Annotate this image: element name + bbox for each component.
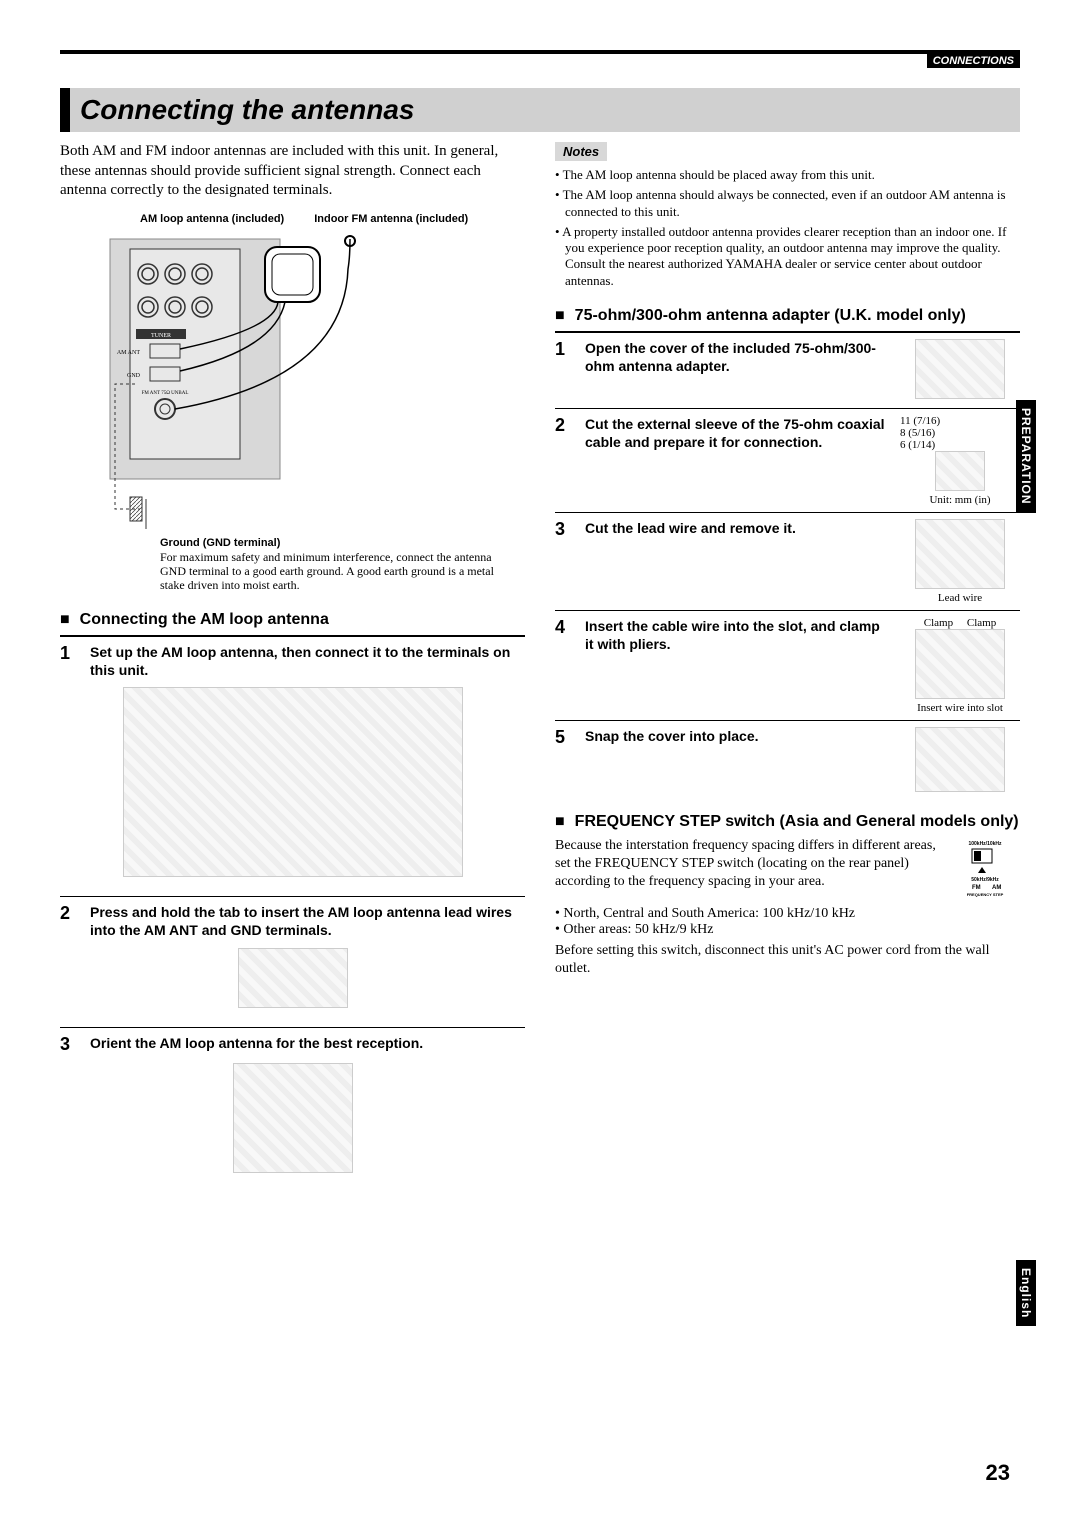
note-item: The AM loop antenna should be placed awa… (565, 167, 1020, 183)
divider (555, 408, 1020, 409)
freq-switch-diagram: 100kHz/10kHz 50kHz/9kHz FM AM FREQUENCY … (950, 837, 1020, 902)
step-text: Snap the cover into place. (585, 727, 890, 748)
antenna-connection-diagram: TUNER AM ANT GND FM ANT 75Ω UNBAL (100, 229, 420, 529)
section-header: CONNECTIONS (927, 54, 1020, 68)
am-step2-diagram (60, 948, 525, 1013)
adapter-step-2: 2 Cut the external sleeve of the 75-ohm … (555, 415, 1020, 506)
divider (555, 512, 1020, 513)
notes-list: The AM loop antenna should be placed awa… (555, 167, 1020, 289)
svg-text:AM: AM (992, 885, 1001, 891)
clamp-label: Clamp (967, 617, 996, 629)
step-text: Cut the external sleeve of the 75-ohm co… (585, 415, 890, 451)
adapter-step-5: 5 Snap the cover into place. (555, 727, 1020, 795)
lead-wire-label: Lead wire (900, 592, 1020, 604)
step-text: Press and hold the tab to insert the AM … (90, 903, 525, 939)
side-tab-preparation: PREPARATION (1016, 400, 1036, 513)
freq-body-text: Because the interstation frequency spaci… (555, 838, 936, 889)
step-text: Cut the lead wire and remove it. (585, 519, 890, 540)
meas-b: 8 (5/16) (900, 427, 935, 439)
divider (555, 720, 1020, 721)
note-item: A property installed outdoor antenna pro… (565, 224, 1020, 289)
square-bullet-icon: ■ (555, 307, 565, 325)
svg-text:50kHz/9kHz: 50kHz/9kHz (971, 877, 999, 883)
page-title: Connecting the antennas (80, 94, 1016, 126)
step-text: Orient the AM loop antenna for the best … (90, 1034, 525, 1055)
cable-strip-diagram (935, 451, 985, 491)
intro-text: Both AM and FM indoor antennas are inclu… (60, 142, 525, 201)
freq-item: Other areas: 50 kHz/9 kHz (567, 922, 1020, 938)
divider (60, 635, 525, 637)
adapter-step1-diagram (915, 339, 1005, 399)
unit-label: Unit: mm (in) (900, 494, 1020, 506)
divider (555, 610, 1020, 611)
svg-text:TUNER: TUNER (151, 333, 171, 339)
freq-item: North, Central and South America: 100 kH… (567, 906, 1020, 922)
step-number: 4 (555, 617, 571, 653)
divider (555, 331, 1020, 333)
left-column: Both AM and FM indoor antennas are inclu… (60, 142, 525, 1192)
page-number: 23 (986, 1460, 1010, 1486)
step-text: Set up the AM loop antenna, then connect… (90, 643, 525, 679)
am-step1-diagram (60, 687, 525, 882)
svg-text:FM: FM (972, 885, 981, 891)
step-text: Insert the cable wire into the slot, and… (585, 617, 890, 653)
divider (60, 896, 525, 897)
square-bullet-icon: ■ (555, 813, 565, 831)
adapter-step-4: 4 Insert the cable wire into the slot, a… (555, 617, 1020, 714)
step-number: 1 (60, 643, 76, 679)
svg-text:AM ANT: AM ANT (117, 350, 141, 356)
top-rule (60, 50, 1020, 54)
step-number: 1 (555, 339, 571, 375)
side-tab-english: English (1016, 1260, 1036, 1326)
am-antenna-label: AM loop antenna (included) (140, 213, 284, 225)
ground-note-title: Ground (GND terminal) (160, 537, 280, 549)
svg-text:GND: GND (127, 373, 141, 379)
freq-list: North, Central and South America: 100 kH… (555, 906, 1020, 938)
adapter-step4-diagram (915, 629, 1005, 699)
adapter-step3-diagram (915, 519, 1005, 589)
step-number: 2 (555, 415, 571, 451)
ground-note: Ground (GND terminal) For maximum safety… (160, 535, 525, 593)
am-step-3: 3 Orient the AM loop antenna for the bes… (60, 1034, 525, 1055)
adapter-heading: ■ 75-ohm/300-ohm antenna adapter (U.K. m… (555, 307, 1020, 325)
step-number: 3 (555, 519, 571, 540)
step-text: Open the cover of the included 75-ohm/30… (585, 339, 890, 375)
svg-text:FM ANT 75Ω UNBAL: FM ANT 75Ω UNBAL (142, 391, 189, 396)
divider (60, 1027, 525, 1028)
adapter-step-3: 3 Cut the lead wire and remove it. Lead … (555, 519, 1020, 604)
freq-footer: Before setting this switch, disconnect t… (555, 942, 1020, 978)
am-loop-heading-text: Connecting the AM loop antenna (80, 611, 329, 629)
step-number: 3 (60, 1034, 76, 1055)
square-bullet-icon: ■ (60, 611, 70, 629)
ground-note-body: For maximum safety and minimum interfere… (160, 550, 494, 593)
adapter-step5-diagram (915, 727, 1005, 792)
step-number: 5 (555, 727, 571, 748)
step-number: 2 (60, 903, 76, 939)
meas-a: 11 (7/16) (900, 415, 940, 427)
svg-text:FREQUENCY STEP: FREQUENCY STEP (967, 892, 1004, 897)
am-step3-diagram (60, 1063, 525, 1178)
note-item: The AM loop antenna should always be con… (565, 187, 1020, 220)
freq-heading: ■ FREQUENCY STEP switch (Asia and Genera… (555, 813, 1020, 831)
am-step-1: 1 Set up the AM loop antenna, then conne… (60, 643, 525, 679)
insert-wire-label: Insert wire into slot (900, 702, 1020, 714)
fm-antenna-label: Indoor FM antenna (included) (314, 213, 468, 225)
adapter-heading-text: 75-ohm/300-ohm antenna adapter (U.K. mod… (575, 307, 966, 325)
am-loop-heading: ■ Connecting the AM loop antenna (60, 611, 525, 629)
svg-text:100kHz/10kHz: 100kHz/10kHz (968, 841, 1002, 847)
freq-heading-text: FREQUENCY STEP switch (Asia and General … (575, 813, 1019, 831)
meas-c: 6 (1/14) (900, 439, 935, 451)
page-title-bar: Connecting the antennas (60, 88, 1020, 132)
notes-heading: Notes (555, 142, 607, 161)
clamp-label: Clamp (924, 617, 953, 629)
adapter-step-1: 1 Open the cover of the included 75-ohm/… (555, 339, 1020, 402)
right-column: Notes The AM loop antenna should be plac… (555, 142, 1020, 1192)
am-step-2: 2 Press and hold the tab to insert the A… (60, 903, 525, 939)
